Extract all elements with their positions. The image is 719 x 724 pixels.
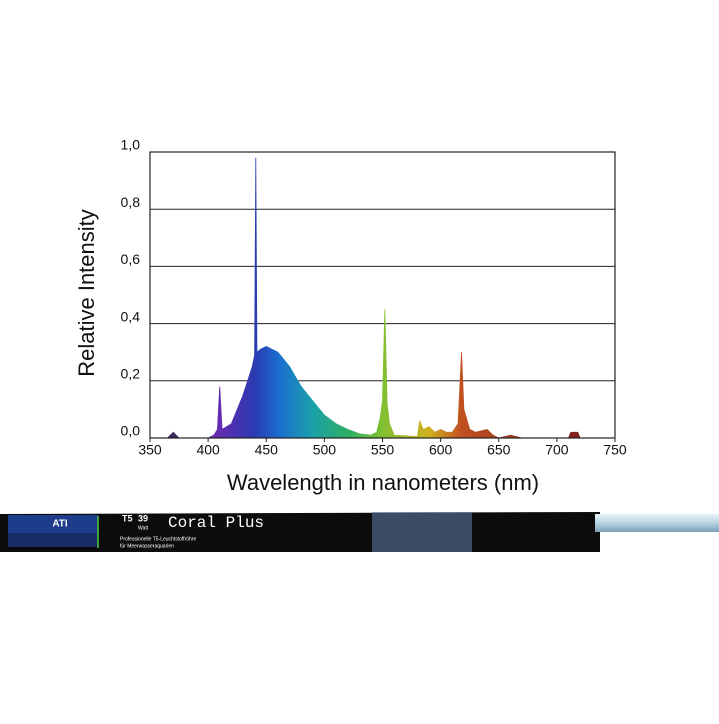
y-axis-label: Relative Intensity: [74, 209, 99, 377]
description: für Meerwasseraquarien: [120, 543, 174, 549]
x-tick-label: 500: [313, 442, 337, 458]
logo-block: [8, 515, 98, 533]
y-tick-label: 0,4: [121, 308, 141, 324]
y-tick-label: 0,8: [121, 194, 141, 210]
logo-block: [8, 533, 98, 547]
plot: 0,0 0,2 0,4 0,6 0,8 1,0 350 400 450 500 550 600 650 7…: [121, 137, 627, 458]
coral-photo: [372, 512, 472, 552]
x-tick-label: 350: [138, 442, 162, 458]
x-tick-label: 650: [487, 442, 511, 458]
plot-frame: [149, 151, 616, 439]
product-banner: ATI T5 39 Watt Coral Plus Professionelle…: [0, 512, 719, 552]
x-tick-label: 450: [255, 442, 279, 458]
brand: ATI: [52, 519, 68, 530]
x-tick-label: 750: [603, 442, 627, 458]
x-tick-label: 700: [545, 442, 569, 458]
watt: 39: [138, 513, 148, 523]
product-name: Coral Plus: [168, 514, 264, 532]
y-tick-label: 0,0: [121, 423, 141, 439]
y-tick-label: 0,6: [121, 251, 141, 267]
y-tick-label: 0,2: [121, 366, 141, 382]
x-tick-label: 550: [371, 442, 395, 458]
x-tick-label: 400: [196, 442, 220, 458]
x-tick-label: 600: [429, 442, 453, 458]
watt-unit: Watt: [138, 525, 149, 531]
description: Professionelle T5-Leuchtstoffröhre: [120, 536, 196, 542]
tube: [595, 514, 719, 532]
quality: High Quality: [660, 539, 696, 545]
tube-type: T5: [122, 513, 133, 523]
x-axis-label: Wavelength in nanometers (nm): [227, 470, 539, 495]
spectrum-area: [150, 157, 615, 439]
y-tick-label: 1,0: [121, 137, 141, 153]
